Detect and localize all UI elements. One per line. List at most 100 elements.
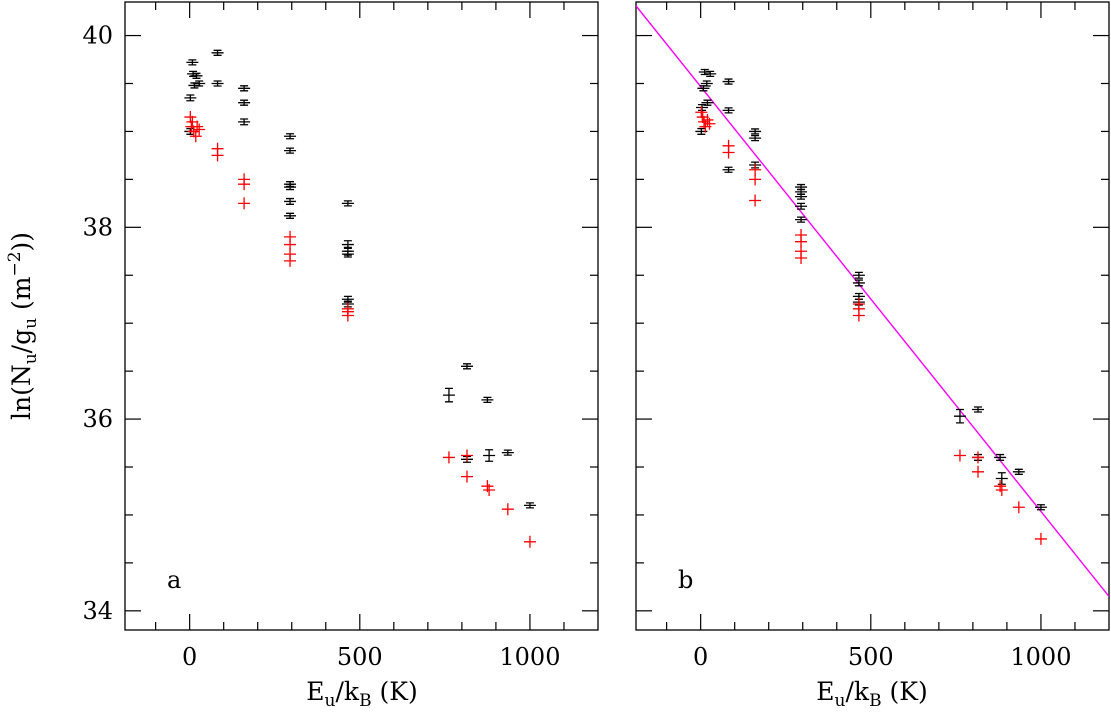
data-point-black — [994, 453, 1007, 461]
data-point-black — [1034, 504, 1047, 511]
data-point-black — [460, 363, 473, 370]
data-point-red — [722, 146, 735, 159]
data-point-black — [795, 183, 808, 191]
data-point-red — [749, 173, 762, 186]
y-tick-label: 36 — [82, 405, 113, 433]
data-point-black — [341, 240, 354, 250]
data-point-black — [193, 80, 206, 87]
data-point-black — [341, 295, 354, 303]
data-point-red — [193, 123, 206, 136]
data-point-black — [749, 128, 762, 135]
data-point-red — [191, 120, 204, 133]
data-point-black — [971, 406, 984, 413]
data-point-black — [341, 250, 354, 258]
data-point-black — [284, 197, 297, 205]
data-point-red — [749, 194, 762, 207]
data-point-black — [186, 59, 199, 66]
data-point-black — [701, 99, 714, 106]
data-point-black — [284, 147, 297, 154]
data-point-black — [722, 78, 735, 85]
x-tick-label: 500 — [848, 643, 894, 671]
data-point-black — [284, 183, 297, 191]
data-point-black — [501, 449, 514, 456]
data-point-black — [704, 70, 717, 78]
data-point-black — [442, 387, 455, 403]
data-point-red — [1012, 501, 1025, 514]
data-point-red — [971, 465, 984, 478]
data-point-red — [852, 309, 865, 322]
data-point-black — [695, 127, 708, 135]
data-point-red — [703, 117, 716, 130]
data-point-black — [795, 188, 808, 195]
data-point-black — [696, 103, 709, 111]
data-point-black — [722, 166, 735, 173]
data-point-black — [700, 80, 713, 87]
data-point-black — [211, 80, 224, 87]
x-tick-label: 500 — [337, 643, 383, 671]
data-point-black — [211, 49, 224, 56]
data-point-red — [341, 309, 354, 322]
data-point-red — [211, 149, 224, 162]
data-point-black — [995, 472, 1008, 485]
data-point-black — [749, 134, 762, 142]
data-point-black — [284, 212, 297, 219]
x-axis-label-b: Eu/kB (K) — [816, 677, 927, 711]
data-point-black — [481, 396, 494, 404]
data-point-red — [238, 197, 251, 210]
data-point-black — [1012, 468, 1025, 475]
y-axis-label: ln(Nu/gu (m−2)) — [5, 232, 41, 420]
data-point-red — [971, 451, 984, 464]
data-point-black — [953, 408, 966, 424]
x-tick-label: 1000 — [499, 643, 560, 671]
data-point-black — [188, 82, 201, 89]
data-point-red — [501, 503, 514, 516]
data-point-black — [852, 279, 865, 287]
x-axis-label-a: Eu/kB (K) — [306, 677, 417, 711]
data-point-black — [341, 200, 354, 207]
data-point-red — [795, 251, 808, 264]
data-layer — [184, 49, 536, 548]
data-point-red — [186, 115, 199, 128]
plot-frame — [635, 1, 1110, 631]
data-point-red — [953, 449, 966, 462]
data-point-black — [523, 502, 536, 509]
y-tick-label: 38 — [82, 213, 113, 241]
data-point-red — [483, 484, 496, 497]
data-point-red — [696, 111, 709, 124]
data-point-black — [722, 107, 735, 114]
x-tick-label: 0 — [182, 643, 197, 671]
data-point-black — [852, 271, 865, 279]
data-point-red — [189, 130, 202, 143]
data-point-black — [483, 449, 496, 462]
data-point-red — [523, 535, 536, 548]
data-point-red — [695, 106, 708, 119]
data-point-red — [238, 178, 251, 191]
data-point-black — [238, 85, 251, 92]
y-tick-label: 34 — [82, 597, 113, 625]
data-point-red — [184, 111, 197, 124]
x-tick-label: 1000 — [1010, 643, 1071, 671]
data-point-red — [460, 449, 473, 462]
data-point-black — [795, 202, 808, 210]
x-tick-label: 0 — [693, 643, 708, 671]
data-point-red — [1034, 532, 1047, 545]
data-point-black — [697, 85, 710, 92]
plot-frame — [124, 1, 599, 631]
data-point-black — [238, 118, 251, 126]
panel-b: 0 500 1000 b — [635, 1, 1110, 671]
data-point-black — [190, 72, 203, 79]
data-point-red — [995, 484, 1008, 497]
panel-label: a — [167, 566, 181, 594]
data-point-black — [852, 292, 865, 300]
data-layer — [636, 5, 1109, 597]
data-point-black — [238, 99, 251, 106]
y-tick-label: 40 — [82, 22, 113, 50]
data-point-black — [184, 94, 197, 102]
data-point-red — [284, 254, 297, 267]
panel-a: 0 500 1000 34 36 38 40 a — [82, 1, 599, 671]
data-point-black — [284, 133, 297, 140]
data-point-black — [795, 216, 808, 223]
data-point-red — [442, 451, 455, 464]
data-point-black — [795, 193, 808, 200]
